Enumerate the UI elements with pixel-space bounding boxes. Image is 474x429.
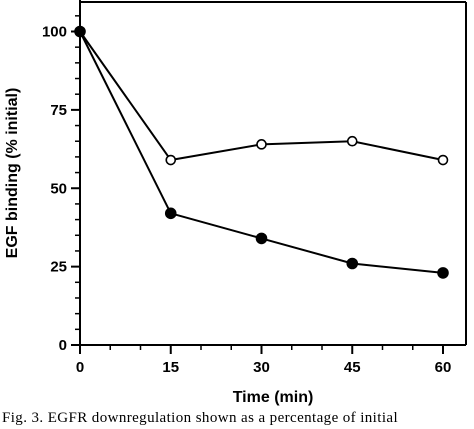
y-tick-label-0: 0 xyxy=(59,337,67,354)
y-tick-label-75: 75 xyxy=(50,102,67,119)
series-1-point-1 xyxy=(165,154,177,166)
x-tick-label-60: 60 xyxy=(435,359,452,376)
data-series xyxy=(74,25,449,279)
series-1-point-2 xyxy=(256,139,267,150)
y-tick-label-100: 100 xyxy=(42,24,67,41)
series-2-point-3 xyxy=(346,257,359,270)
figure-caption: Fig. 3. EGFR downregulation shown as a p… xyxy=(2,410,399,426)
x-tick-label-30: 30 xyxy=(253,359,270,376)
x-tick-label-0: 0 xyxy=(76,359,84,376)
x-tick-label-15: 15 xyxy=(162,359,179,376)
y-tick-label-25: 25 xyxy=(50,259,67,276)
series-2-point-1 xyxy=(164,207,177,220)
y-tick-label-50: 50 xyxy=(50,180,67,197)
y-axis-title: EGF binding (% initial) xyxy=(4,88,21,259)
series-1-point-4 xyxy=(437,154,449,166)
plot-frame xyxy=(79,0,467,346)
series-2-point-2 xyxy=(255,232,268,245)
series-2-point-4 xyxy=(437,267,449,279)
x-axis-title: Time (min) xyxy=(233,389,314,406)
chart: 0 25 50 75 100 0 15 30 45 60 Time (min) EGF bindi… xyxy=(4,0,467,406)
series-1-point-3 xyxy=(346,135,358,147)
axis-ticks: 0 25 50 75 100 0 15 30 45 60 xyxy=(42,15,452,376)
series-2-point-0 xyxy=(74,25,86,38)
x-tick-label-45: 45 xyxy=(344,359,361,376)
